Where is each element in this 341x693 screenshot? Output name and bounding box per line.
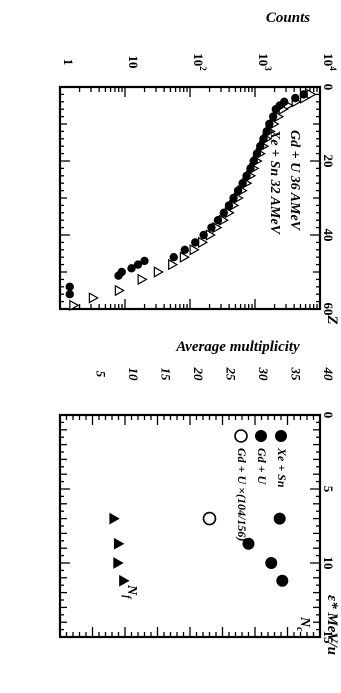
chart1-point-circle [229,193,238,203]
chart1-ytick-label: 1 [61,59,76,66]
chart1-marks [65,88,317,312]
curve-label-nf: Nf [121,584,139,600]
chart2-ytick-labels: 5 10 15 20 25 30 35 40 [94,367,337,382]
chart1-ytick-label: 103 [256,53,273,71]
chart2-legend: Xe + Sn Gd + U Gd + U ×(104/156) [234,429,289,541]
chart1-point-circle [169,253,178,262]
chart1-ytick-label: 102 [191,53,208,71]
chart1-point-circle [252,149,262,158]
chart2-ticks [59,414,321,638]
chart2-xlabel: ε* MeV/u [324,595,340,655]
chart1-point-circle [191,238,200,247]
counts-vs-z-chart: Counts 1 10 102 103 104 0 20 40 60 Z Gd + U 36 … [58,10,340,325]
chart2-point-nc [265,557,278,569]
chart1-point-circle [291,93,300,103]
chart2-point-nf [113,557,124,569]
chart2-point-nc [242,537,255,550]
chart1-xlabel: Z [324,314,340,324]
chart1-xtick-labels: 0 20 40 60 [321,84,336,316]
chart1-point-triangle [189,244,200,256]
chart1-point-circle [180,245,189,254]
chart1-point-triangle [179,251,190,263]
chart1-ticks [59,86,320,310]
chart1-point-triangle [137,273,148,286]
chart1-ytick-label: 10 [126,56,141,69]
chart2-point-nc [276,574,289,587]
legend-label-gdu: Gd + U [255,448,269,486]
chart1-ylabel: Counts [266,10,310,26]
chart1-point-circle [213,216,223,225]
chart2-xtick-labels: 0 5 10 15 [321,412,336,644]
chart2-ylabel: Average multiplicity [175,339,300,355]
chart1-point-circle [233,186,243,195]
chart1-point-triangle [168,258,179,271]
chart2-ytick-label: 5 [94,371,109,378]
chart1-point-circle [114,271,123,280]
chart1-point-circle [265,119,274,129]
chart2-point-nf [113,537,125,550]
chart1-point-triangle [114,284,125,297]
chart2-ytick-label: 25 [224,367,239,382]
chart1-point-circle [269,112,278,121]
chart1-point-circle [262,127,271,136]
chart1-point-triangle [88,292,99,304]
chart1-point-circle [299,90,308,99]
chart1-point-triangle [153,266,164,278]
chart1-point-circle [65,290,74,299]
chart2-ytick-label: 35 [289,367,304,382]
chart1-point-circle [133,260,143,269]
chart1-xtick-label: 20 [321,155,336,168]
legend-label-gdu-scaled: Gd + U ×(104/156) [235,448,249,541]
chart2-ytick-label: 20 [191,367,206,382]
chart2-marks [109,511,289,587]
chart1-point-circle [219,208,228,217]
chart2-xtick-label: 5 [321,486,336,493]
chart1-ytick-labels: 1 10 102 103 104 [61,53,338,71]
legend-label-xesn: Xe + Sn [275,447,289,488]
chart1-ytick-label: 104 [321,53,338,71]
chart1-xtick-label: 40 [321,229,336,242]
chart2-ytick-label: 10 [126,368,141,382]
chart1-point-circle [249,156,258,166]
chart1-point-circle [224,201,234,210]
chart2-xtick-label: 10 [321,557,336,570]
chart2-xtick-label: 0 [321,412,336,419]
legend-marker-gdu-scaled [234,429,248,443]
chart2-ytick-label: 30 [256,367,271,382]
chart1-point-circle [256,142,265,151]
chart1-point-circle [242,171,251,180]
legend-marker-xesn [275,430,287,442]
chart2-point-nc-open [202,511,217,526]
chart1-annotation-xesn: Xe + Sn 32 AMeV [267,129,282,236]
chart1-point-triangle [197,236,209,249]
chart2-point-nc [273,512,286,525]
chart1-annotation-gdu: Gd + U 36 AMeV [287,130,302,232]
curve-label-nc: Nc [294,616,312,632]
chart1-xtick-label: 0 [321,84,336,91]
chart2-ytick-label: 40 [321,367,336,382]
multiplicity-vs-energy-chart: Average multiplicity 5 10 15 20 25 30 35 40 0 5 1… [58,339,340,655]
chart1-xtick-label: 60 [321,303,336,316]
chart2-point-nf [119,574,130,587]
chart1-point-circle [259,134,268,143]
chart1-point-circle [238,179,247,188]
chart1-point-circle [140,256,149,266]
chart1-point-circle [207,223,216,232]
chart1-point-circle [65,282,74,291]
chart1-point-circle [271,105,280,114]
chart2-point-nf [109,512,120,525]
chart1-point-circle [246,164,255,173]
chart1-point-circle [199,230,208,240]
chart2-xtick-label: 15 [321,631,336,645]
chart1-point-circle [127,264,136,273]
chart1-point-triangle [69,299,80,312]
chart2-ytick-label: 15 [159,368,174,382]
legend-marker-gdu [255,430,267,442]
